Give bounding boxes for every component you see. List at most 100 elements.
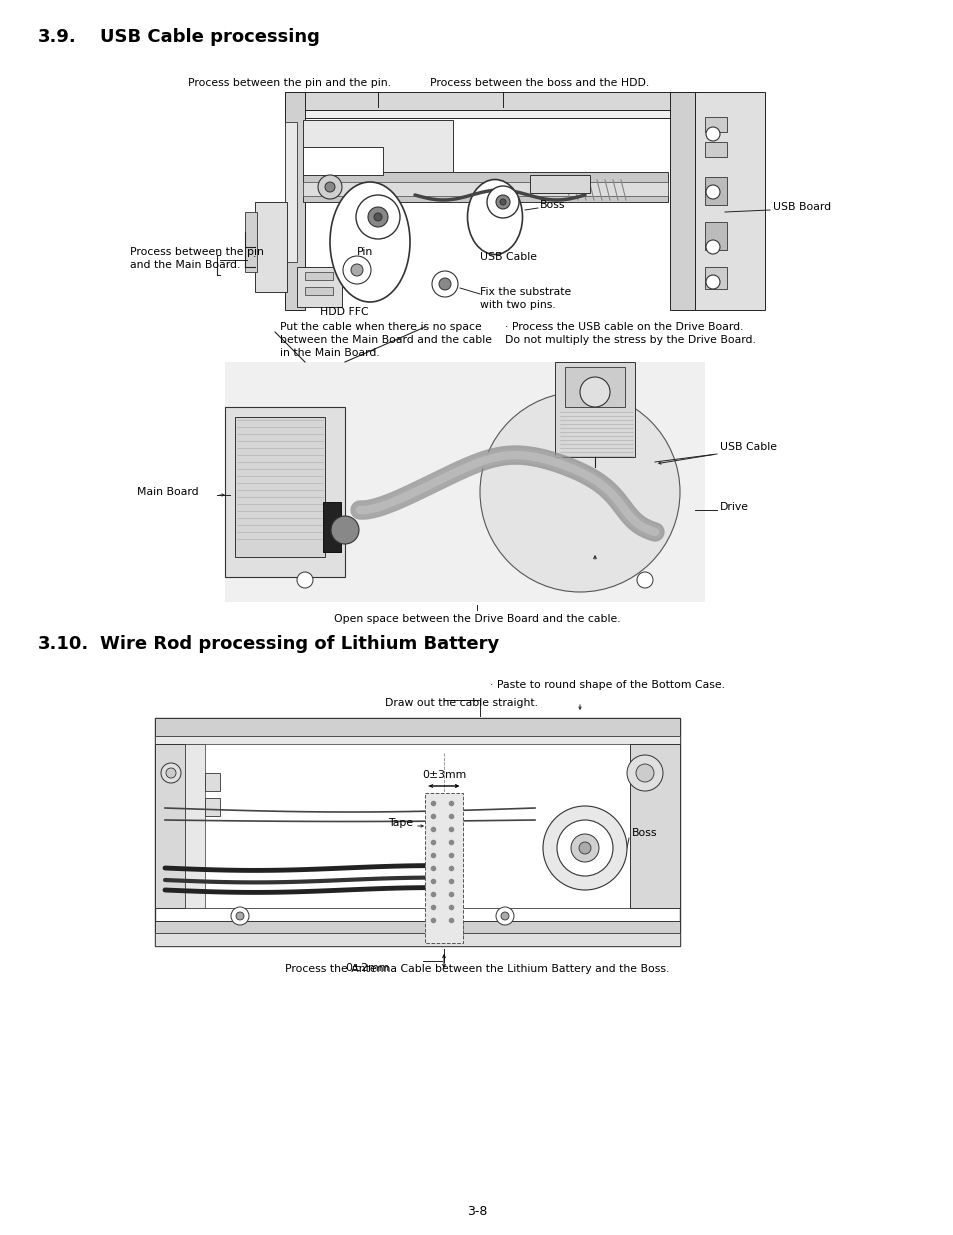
Bar [303,120,453,172]
Text: · Paste to round shape of the Bottom Case.: · Paste to round shape of the Bottom Cas… [490,680,724,690]
Circle shape [636,764,654,782]
Bar [285,91,704,110]
Bar [225,408,345,577]
Circle shape [500,911,509,920]
Text: 3-8: 3-8 [466,1205,487,1218]
Circle shape [579,377,609,408]
Ellipse shape [330,182,410,303]
Bar [154,932,679,946]
Text: Boss: Boss [539,200,565,210]
Bar [704,117,726,132]
Circle shape [235,911,244,920]
Text: Process between the pin and the pin.: Process between the pin and the pin. [189,78,391,88]
Text: USB Cable processing: USB Cable processing [100,28,319,46]
Bar [245,212,256,272]
Bar [285,110,704,119]
Bar [234,417,325,557]
Circle shape [355,195,399,240]
Text: 3.9.: 3.9. [38,28,76,46]
Circle shape [432,270,457,296]
Circle shape [325,182,335,191]
Bar [285,91,305,310]
Circle shape [557,820,613,876]
Bar [704,267,726,289]
Bar [225,362,704,601]
Text: · Process the USB cable on the Drive Board.
Do not multiply the stress by the Dr: · Process the USB cable on the Drive Boa… [504,322,755,346]
Circle shape [486,186,518,219]
Text: Tape: Tape [388,818,413,827]
Bar [704,222,726,249]
Circle shape [331,516,358,543]
Text: 0±2mm: 0±2mm [345,963,389,973]
Bar [254,203,287,291]
Text: Process between the boss and the HDD.: Process between the boss and the HDD. [430,78,649,88]
Text: USB Board: USB Board [772,203,830,212]
Bar [669,91,695,310]
Text: Pin: Pin [356,247,373,257]
Circle shape [343,256,371,284]
Bar [303,147,382,175]
Bar [305,287,333,295]
Bar [185,743,205,908]
Circle shape [438,278,451,290]
Bar [154,736,679,743]
Text: Drive: Drive [720,501,748,513]
Text: ·: · [253,252,256,262]
Text: Draw out the cable straight.: Draw out the cable straight. [385,698,537,708]
Bar [305,272,333,280]
Bar [323,501,340,552]
Circle shape [705,240,720,254]
Bar [444,924,462,939]
Bar [154,718,679,946]
Circle shape [161,763,181,783]
Bar [154,743,185,908]
Bar [303,182,667,196]
Bar [695,91,764,310]
Ellipse shape [479,391,679,592]
Circle shape [542,806,626,890]
Circle shape [368,207,388,227]
Circle shape [166,768,175,778]
Bar [303,172,667,203]
Circle shape [296,572,313,588]
Circle shape [626,755,662,790]
Bar [704,142,726,157]
Bar [555,362,635,457]
Bar [629,743,679,908]
Text: Main Board: Main Board [137,487,198,496]
Circle shape [496,195,510,209]
Text: Put the cable when there is no space
between the Main Board and the cable
in the: Put the cable when there is no space bet… [280,322,492,358]
Circle shape [705,127,720,141]
Text: 3.10.: 3.10. [38,635,90,653]
Bar [154,718,679,736]
Text: USB Cable: USB Cable [479,252,537,262]
Bar [296,267,341,308]
Bar [154,921,679,932]
Text: Fix the substrate
with two pins.: Fix the substrate with two pins. [479,287,571,310]
Circle shape [499,199,505,205]
Bar [225,91,764,310]
Circle shape [374,212,381,221]
Text: Process the Antenna Cable between the Lithium Battery and the Boss.: Process the Antenna Cable between the Li… [285,965,668,974]
Circle shape [637,572,652,588]
Circle shape [231,906,249,925]
Text: Boss: Boss [631,827,657,839]
Bar [424,793,462,944]
Circle shape [317,175,341,199]
Text: 0±3mm: 0±3mm [421,769,466,781]
Text: HDD FFC: HDD FFC [319,308,368,317]
Ellipse shape [467,179,522,254]
Text: Wire Rod processing of Lithium Battery: Wire Rod processing of Lithium Battery [100,635,498,653]
Circle shape [571,834,598,862]
Circle shape [578,842,590,853]
Circle shape [705,185,720,199]
Bar [285,122,296,262]
Circle shape [351,264,363,275]
Circle shape [496,906,514,925]
Bar [564,367,624,408]
Text: USB Cable: USB Cable [720,442,776,452]
Circle shape [705,275,720,289]
Bar [205,798,220,816]
Bar [205,773,220,790]
Text: Open space between the Drive Board and the cable.: Open space between the Drive Board and t… [334,614,619,624]
